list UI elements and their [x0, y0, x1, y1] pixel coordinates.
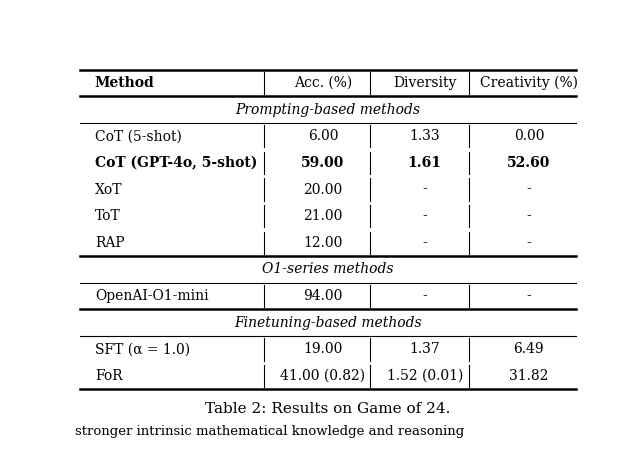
Text: 20.00: 20.00 — [303, 182, 342, 197]
Text: FoR: FoR — [95, 369, 122, 383]
Text: -: - — [527, 182, 531, 197]
Text: 1.37: 1.37 — [410, 342, 440, 356]
Text: O1-series methods: O1-series methods — [262, 263, 394, 276]
Text: 52.60: 52.60 — [507, 156, 550, 170]
Text: -: - — [422, 182, 427, 197]
Text: ToT: ToT — [95, 209, 120, 223]
Text: RAP: RAP — [95, 236, 125, 250]
Text: 6.49: 6.49 — [513, 342, 544, 356]
Text: -: - — [527, 289, 531, 303]
Text: 41.00 (0.82): 41.00 (0.82) — [280, 369, 365, 383]
Text: 1.52 (0.01): 1.52 (0.01) — [387, 369, 463, 383]
Text: Diversity: Diversity — [393, 76, 456, 90]
Text: XoT: XoT — [95, 182, 122, 197]
Text: -: - — [527, 209, 531, 223]
Text: CoT (GPT-4o, 5-shot): CoT (GPT-4o, 5-shot) — [95, 156, 257, 170]
Text: -: - — [527, 236, 531, 250]
Text: CoT (5-shot): CoT (5-shot) — [95, 129, 182, 143]
Text: 31.82: 31.82 — [509, 369, 548, 383]
Text: Prompting-based methods: Prompting-based methods — [236, 102, 420, 117]
Text: Table 2: Results on Game of 24.: Table 2: Results on Game of 24. — [205, 402, 451, 417]
Text: 19.00: 19.00 — [303, 342, 343, 356]
Text: -: - — [422, 289, 427, 303]
Text: stronger intrinsic mathematical knowledge and reasoning: stronger intrinsic mathematical knowledg… — [75, 425, 464, 438]
Text: Creativity (%): Creativity (%) — [480, 76, 578, 90]
Text: 21.00: 21.00 — [303, 209, 343, 223]
Text: -: - — [422, 209, 427, 223]
Text: 1.33: 1.33 — [410, 129, 440, 143]
Text: Acc. (%): Acc. (%) — [294, 76, 352, 90]
Text: OpenAI-O1-mini: OpenAI-O1-mini — [95, 289, 209, 303]
Text: Method: Method — [95, 76, 155, 90]
Text: -: - — [422, 236, 427, 250]
Text: 12.00: 12.00 — [303, 236, 343, 250]
Text: 1.61: 1.61 — [408, 156, 442, 170]
Text: SFT (α = 1.0): SFT (α = 1.0) — [95, 342, 190, 356]
Text: 6.00: 6.00 — [308, 129, 339, 143]
Text: Finetuning-based methods: Finetuning-based methods — [234, 316, 422, 330]
Text: 94.00: 94.00 — [303, 289, 343, 303]
Text: 0.00: 0.00 — [514, 129, 544, 143]
Text: 59.00: 59.00 — [301, 156, 345, 170]
